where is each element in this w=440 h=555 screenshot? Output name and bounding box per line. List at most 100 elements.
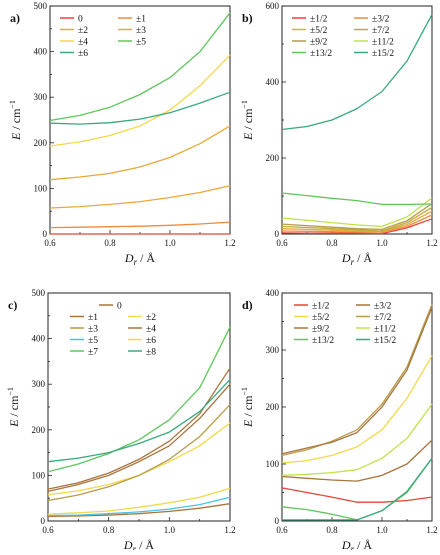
y-tick-label: 400 bbox=[34, 47, 48, 57]
legend-label: ±3 bbox=[136, 26, 146, 36]
panel-1: 0.6 0.8 1.0 1.2 0 100 200 300 400 500 0 ±1 ±2 ±3 ±4 ±5 ±… bbox=[8, 1, 236, 267]
series-line-8 bbox=[281, 14, 433, 131]
series-line-2 bbox=[281, 214, 433, 233]
panel-label: a) bbox=[10, 11, 20, 25]
x-tick-label: 1.0 bbox=[164, 525, 176, 535]
y-tick-label: 0 bbox=[43, 229, 48, 239]
y-tick-label: 200 bbox=[34, 138, 48, 148]
legend-label: ±13/2 bbox=[310, 49, 332, 59]
series-line-5 bbox=[281, 307, 433, 455]
x-tick-label: 1.0 bbox=[376, 238, 388, 248]
series-line-7 bbox=[281, 192, 433, 206]
y-tick-label: 600 bbox=[266, 1, 280, 11]
y-tick-label: 400 bbox=[266, 288, 280, 298]
legend-label: ±13/2 bbox=[312, 336, 334, 346]
legend-label: ±11/2 bbox=[372, 37, 394, 47]
legend-label: ±5/2 bbox=[312, 313, 330, 323]
legend-label: 0 bbox=[78, 14, 83, 24]
legend-label: 0 bbox=[117, 301, 122, 311]
y-tick-label: 400 bbox=[32, 334, 46, 344]
series-line-1 bbox=[281, 487, 433, 503]
x-tick-label: 0.6 bbox=[276, 238, 288, 248]
panel-label: b) bbox=[242, 11, 253, 25]
series-line-6 bbox=[47, 496, 231, 517]
legend-label: ±3 bbox=[88, 324, 98, 334]
legend-label: ±7/2 bbox=[374, 313, 392, 323]
legend-label: ±15/2 bbox=[374, 336, 396, 346]
x-tick-label: 1.0 bbox=[376, 525, 388, 535]
series-line-5 bbox=[281, 203, 433, 231]
x-tick-label: 0.8 bbox=[103, 525, 115, 535]
legend-label: ±4 bbox=[146, 324, 156, 334]
legend-label: ±1 bbox=[88, 313, 98, 323]
series-line-3 bbox=[281, 355, 433, 464]
legend-label: ±5/2 bbox=[310, 26, 328, 36]
y-tick-label: 300 bbox=[266, 345, 280, 355]
y-tick-label: 500 bbox=[34, 1, 48, 11]
x-tick-label: 1.2 bbox=[426, 525, 437, 535]
legend-label: ±7 bbox=[88, 347, 98, 357]
series-line-6 bbox=[281, 403, 433, 477]
series-line-1 bbox=[281, 218, 433, 235]
plot-frame bbox=[281, 5, 433, 235]
series-line-5 bbox=[49, 54, 231, 147]
y-tick-label: 300 bbox=[34, 92, 48, 102]
y-axis-label: E / cm−1 bbox=[6, 387, 21, 428]
x-axis-label: Dr / Å bbox=[341, 251, 373, 267]
y-tick-label: 100 bbox=[32, 470, 46, 480]
series-line-2 bbox=[47, 503, 231, 518]
legend-label: ±1/2 bbox=[312, 301, 330, 311]
panel-4: 0.6 0.8 1.0 1.2 0 100 200 300 400 ±1/2 ±3/2 ±5/2 ±7/… bbox=[240, 288, 438, 554]
x-tick-label: 0.6 bbox=[44, 238, 56, 248]
legend-label: ±3/2 bbox=[372, 14, 390, 24]
y-tick-label: 200 bbox=[32, 425, 46, 435]
y-tick-label: 200 bbox=[266, 153, 280, 163]
x-axis-label: Dr / Å bbox=[124, 251, 156, 267]
legend-label: ±8 bbox=[146, 347, 156, 357]
series-line-6 bbox=[281, 197, 433, 228]
x-axis-label: Dr / Å bbox=[123, 538, 155, 550]
y-axis-label: E / cm−1 bbox=[8, 100, 23, 141]
series-line-9 bbox=[47, 379, 231, 463]
x-tick-label: 0.8 bbox=[326, 238, 338, 248]
series-line-3 bbox=[49, 185, 231, 209]
series-line-7 bbox=[49, 91, 231, 125]
series-line-4 bbox=[281, 304, 433, 457]
legend-label: ±5 bbox=[136, 37, 146, 47]
x-tick-label: 0.6 bbox=[276, 525, 288, 535]
x-tick-label: 1.2 bbox=[224, 525, 235, 535]
series-line-2 bbox=[281, 439, 433, 482]
panel-label: c) bbox=[8, 298, 17, 312]
legend-label: ±9/2 bbox=[310, 37, 328, 47]
panel-label: d) bbox=[242, 298, 253, 312]
series-line-7 bbox=[47, 487, 231, 515]
series-line-6 bbox=[49, 12, 231, 122]
y-tick-label: 0 bbox=[41, 516, 46, 526]
series-line-5 bbox=[47, 383, 231, 493]
plot-frame bbox=[47, 292, 231, 522]
series-line-4 bbox=[49, 125, 231, 181]
legend-label: ±1/2 bbox=[310, 14, 328, 24]
y-tick-label: 500 bbox=[32, 288, 46, 298]
plot-frame bbox=[281, 292, 433, 522]
x-tick-label: 0.8 bbox=[104, 238, 116, 248]
series-line-8 bbox=[282, 457, 433, 521]
y-tick-label: 100 bbox=[34, 183, 48, 193]
y-tick-label: 100 bbox=[266, 459, 280, 469]
y-tick-label: 200 bbox=[266, 402, 280, 412]
series-line-8 bbox=[47, 326, 231, 473]
x-tick-label: 1.2 bbox=[224, 238, 235, 248]
series-line-3 bbox=[281, 210, 433, 233]
series-line-4 bbox=[281, 206, 433, 232]
legend-label: ±3/2 bbox=[374, 301, 392, 311]
legend-label: ±2 bbox=[146, 313, 156, 323]
panel-2: 0.6 0.8 1.0 1.2 0 200 400 600 ±1/2 ±3/2 ±5/2 ±7/2 ±9… bbox=[240, 1, 438, 267]
legend-label: ±6 bbox=[78, 49, 88, 59]
x-tick-label: 1.0 bbox=[164, 238, 176, 248]
y-tick-label: 0 bbox=[275, 229, 280, 239]
legend-label: ±1 bbox=[136, 14, 146, 24]
legend-label: ±15/2 bbox=[372, 49, 394, 59]
